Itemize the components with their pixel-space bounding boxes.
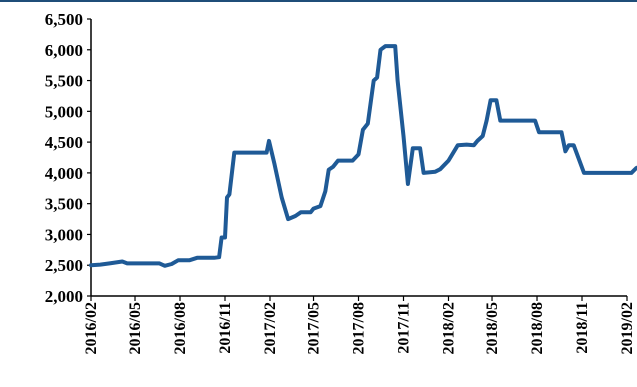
y-tick-label: 4,500 [45, 133, 83, 152]
x-tick-label: 2016/11 [217, 302, 234, 354]
x-tick-label: 2018/02 [440, 302, 457, 354]
x-tick-label: 2016/02 [83, 302, 100, 354]
y-tick-label: 2,000 [45, 287, 83, 306]
x-tick-label: 2019/02 [619, 302, 636, 354]
x-tick-label: 2016/08 [172, 302, 189, 354]
y-tick-label: 2,500 [45, 256, 83, 275]
y-tick-label: 5,000 [45, 102, 83, 121]
series-line [89, 44, 637, 268]
y-tick-label: 3,000 [45, 225, 83, 244]
y-tick-label: 6,000 [45, 41, 83, 60]
x-tick-label: 2017/11 [396, 302, 413, 354]
x-tick-label: 2018/11 [574, 302, 591, 354]
x-tick-label: 2018/08 [529, 302, 546, 354]
y-tick-label: 6,500 [45, 10, 83, 29]
x-tick-label: 2017/02 [262, 302, 279, 354]
y-tick-label: 5,500 [45, 72, 83, 91]
y-tick-label: 4,000 [45, 164, 83, 183]
x-tick-label: 2018/05 [484, 302, 501, 354]
y-tick-label: 3,500 [45, 195, 83, 214]
top-border-bar [0, 0, 637, 2]
x-tick-label: 2017/08 [351, 302, 368, 354]
x-tick-label: 2016/05 [127, 302, 144, 354]
x-tick-label: 2017/05 [306, 302, 323, 354]
